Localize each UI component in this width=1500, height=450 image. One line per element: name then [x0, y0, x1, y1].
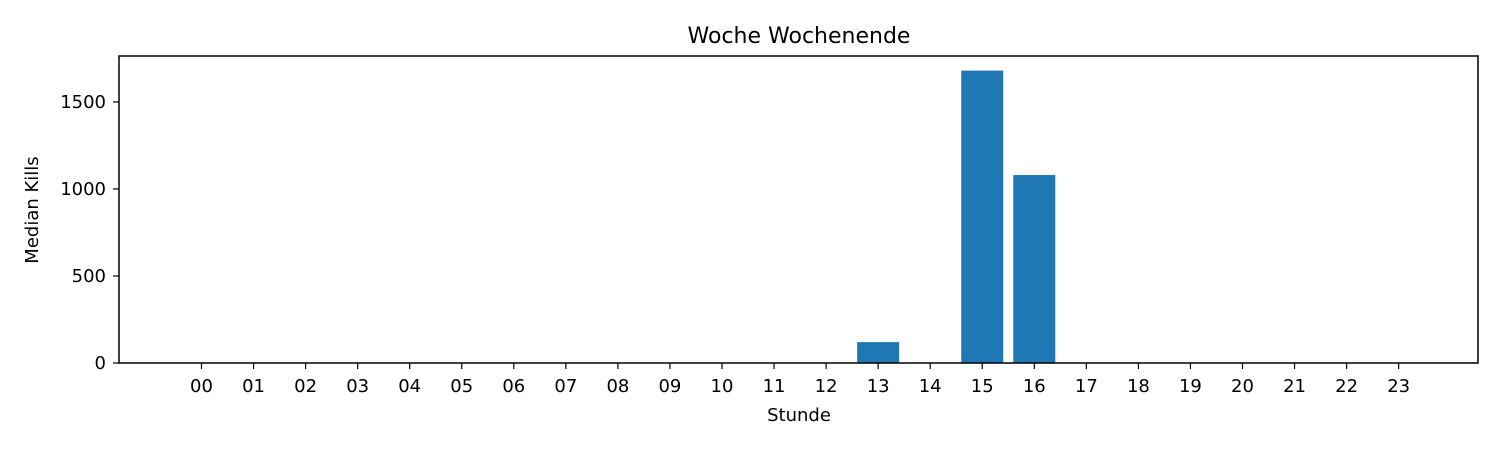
x-tick-label-08: 08	[606, 376, 629, 397]
x-tick-label-03: 03	[346, 376, 369, 397]
y-tick-label-1000: 1000	[60, 179, 106, 200]
y-tick-label-0: 0	[95, 353, 106, 374]
x-tick-label-01: 01	[242, 376, 265, 397]
chart-title: Woche Wochenende	[688, 24, 911, 49]
x-tick-label-14: 14	[919, 376, 942, 397]
x-tick-label-13: 13	[867, 376, 890, 397]
x-tick-label-22: 22	[1335, 376, 1358, 397]
y-tick-label-500: 500	[72, 266, 106, 287]
x-tick-label-07: 07	[554, 376, 577, 397]
y-axis: 0 500 1000 1500	[60, 92, 119, 374]
x-axis: 00 01 02 03 04 05 06 07 08 09 10 11 12 13 14 15 16 17 18 19…	[190, 363, 1410, 397]
bars-group	[857, 70, 1056, 364]
bar-16	[1013, 175, 1056, 363]
y-axis-label: Median Kills	[22, 156, 43, 263]
bar-15	[961, 70, 1004, 364]
x-axis-label: Stunde	[767, 405, 831, 426]
x-tick-label-09: 09	[658, 376, 681, 397]
x-tick-label-05: 05	[450, 376, 473, 397]
y-tick-label-1500: 1500	[60, 92, 106, 113]
x-tick-label-19: 19	[1179, 376, 1202, 397]
x-tick-label-12: 12	[815, 376, 838, 397]
x-tick-label-11: 11	[763, 376, 786, 397]
x-tick-label-18: 18	[1127, 376, 1150, 397]
plot-frame	[118, 55, 1479, 364]
x-tick-label-21: 21	[1283, 376, 1306, 397]
x-tick-label-04: 04	[398, 376, 421, 397]
x-tick-label-23: 23	[1387, 376, 1410, 397]
x-tick-label-02: 02	[294, 376, 317, 397]
x-tick-label-20: 20	[1231, 376, 1254, 397]
x-tick-label-00: 00	[190, 376, 213, 397]
x-tick-label-16: 16	[1023, 376, 1046, 397]
bar-13	[857, 342, 900, 363]
x-tick-label-06: 06	[502, 376, 525, 397]
x-tick-label-10: 10	[711, 376, 734, 397]
x-tick-label-15: 15	[971, 376, 994, 397]
x-tick-label-17: 17	[1075, 376, 1098, 397]
